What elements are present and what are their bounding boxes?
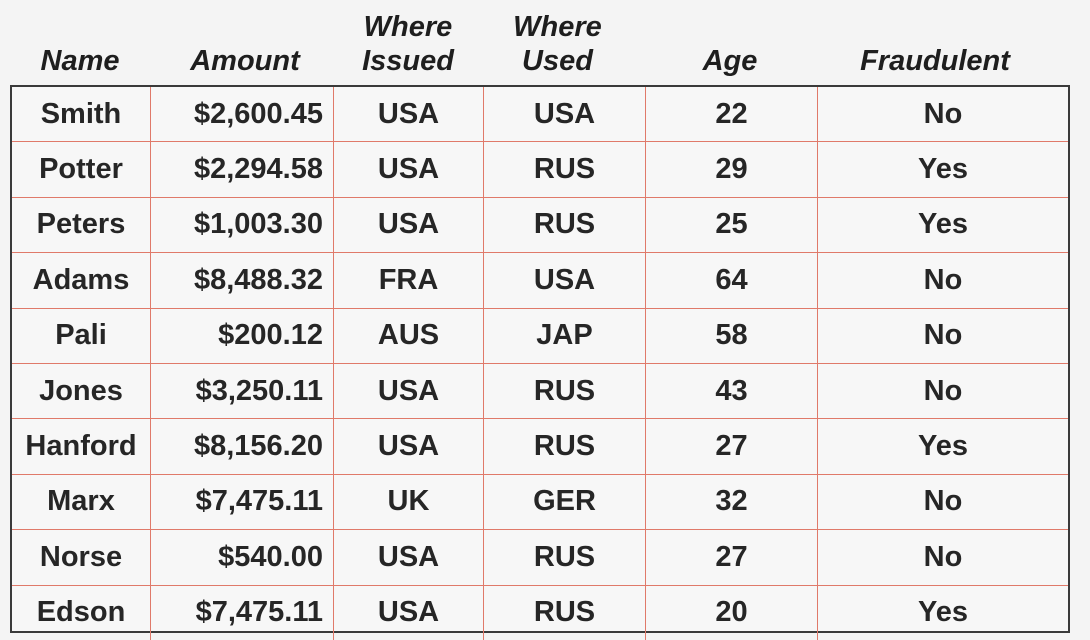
cell-age: 58 [645,307,818,364]
cell-amount: $7,475.11 [150,584,334,640]
cell-name: Norse [12,529,151,586]
cell-where-used: RUS [483,141,646,198]
cell-name: Peters [12,196,151,254]
cell-amount: $2,600.45 [150,87,334,143]
cell-name: Pali [12,307,151,364]
cell-amount: $3,250.11 [150,362,334,420]
column-header-amount: Amount [190,45,300,77]
cell-fraudulent: No [817,87,1068,143]
column-header-where-issued: Where Issued [338,10,478,78]
column-header-where-issued-line1: Where [363,11,453,43]
cell-name: Edson [12,584,151,640]
cell-where-issued: AUS [333,307,484,364]
cell-where-issued: USA [333,87,484,143]
cell-age: 25 [645,196,818,254]
table-row: Norse $540.00 USA RUS 27 No [12,529,1068,586]
cell-where-used: RUS [483,418,646,475]
table-row: Pali $200.12 AUS JAP 58 No [12,307,1068,364]
table-row: Marx $7,475.11 UK GER 32 No [12,473,1068,531]
column-header-age: Age [702,45,758,77]
table-row: Potter $2,294.58 USA RUS 29 Yes [12,141,1068,198]
cell-name: Hanford [12,418,151,475]
cell-age: 27 [645,418,818,475]
cell-name: Adams [12,252,151,309]
cell-where-issued: FRA [333,252,484,309]
cell-where-used: JAP [483,307,646,364]
cell-name: Marx [12,473,151,531]
column-header-fraudulent: Fraudulent [860,45,1010,77]
cell-age: 22 [645,87,818,143]
cell-where-issued: USA [333,418,484,475]
cell-fraudulent: Yes [817,584,1068,640]
cell-age: 29 [645,141,818,198]
cell-where-used: USA [483,252,646,309]
table-row: Adams $8,488.32 FRA USA 64 No [12,252,1068,309]
cell-where-issued: UK [333,473,484,531]
cell-name: Potter [12,141,151,198]
cell-age: 32 [645,473,818,531]
cell-where-used: RUS [483,362,646,420]
cell-where-used: RUS [483,196,646,254]
cell-age: 43 [645,362,818,420]
cell-where-issued: USA [333,362,484,420]
cell-amount: $1,003.30 [150,196,334,254]
column-header-where-used-line2: Used [522,45,593,77]
table-header: Name Amount Where Issued Where Used Age … [0,0,1090,84]
cell-fraudulent: No [817,252,1068,309]
cell-where-issued: USA [333,529,484,586]
cell-where-issued: USA [333,584,484,640]
transactions-table: Smith $2,600.45 USA USA 22 No Potter $2,294.58 U… [10,85,1070,640]
table-row: Peters $1,003.30 USA RUS 25 Yes [12,196,1068,254]
cell-fraudulent: Yes [817,141,1068,198]
cell-amount: $200.12 [150,307,334,364]
table-row: Edson $7,475.11 USA RUS 20 Yes [12,584,1068,640]
cell-where-used: USA [483,87,646,143]
cell-where-used: RUS [483,584,646,640]
cell-age: 64 [645,252,818,309]
cell-amount: $8,156.20 [150,418,334,475]
cell-amount: $8,488.32 [150,252,334,309]
transactions-table-grid: Smith $2,600.45 USA USA 22 No Potter $2,294.58 U… [12,87,1068,640]
cell-where-issued: USA [333,141,484,198]
column-header-where-used-line1: Where [513,11,602,43]
cell-where-used: GER [483,473,646,531]
column-header-where-used: Where Used [490,10,625,78]
cell-fraudulent: No [817,529,1068,586]
cell-where-used: RUS [483,529,646,586]
cell-fraudulent: No [817,307,1068,364]
table-body: Smith $2,600.45 USA USA 22 No Potter $2,294.58 U… [12,87,1068,640]
cell-amount: $2,294.58 [150,141,334,198]
cell-amount: $7,475.11 [150,473,334,531]
cell-name: Smith [12,87,151,143]
cell-fraudulent: No [817,362,1068,420]
cell-age: 20 [645,584,818,640]
cell-fraudulent: Yes [817,418,1068,475]
column-header-name: Name [40,45,120,77]
cell-age: 27 [645,529,818,586]
table-row: Smith $2,600.45 USA USA 22 No [12,87,1068,143]
cell-fraudulent: Yes [817,196,1068,254]
table-row: Hanford $8,156.20 USA RUS 27 Yes [12,418,1068,475]
cell-fraudulent: No [817,473,1068,531]
cell-name: Jones [12,362,151,420]
cell-where-issued: USA [333,196,484,254]
cell-amount: $540.00 [150,529,334,586]
table-row: Jones $3,250.11 USA RUS 43 No [12,362,1068,420]
column-header-where-issued-line2: Issued [362,45,454,77]
